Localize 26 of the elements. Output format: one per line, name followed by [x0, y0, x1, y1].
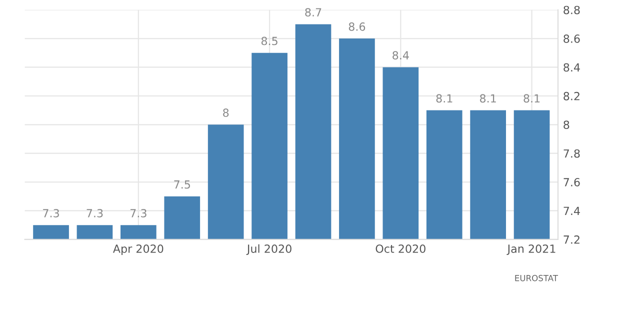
data-label: 7.5 — [174, 180, 190, 189]
x-tick-label: Jan 2021 — [506, 244, 556, 255]
data-label: 7.3 — [130, 208, 146, 218]
x-tick-label: Jul 2020 — [246, 244, 292, 255]
y-tick-label: 8.4 — [564, 63, 580, 72]
data-label: 8.1 — [524, 94, 540, 103]
y-tick-label: 7.4 — [564, 206, 580, 215]
data-label: 8.7 — [305, 8, 322, 16]
y-tick-label: 8 — [564, 120, 570, 130]
data-label: 7.3 — [43, 208, 59, 218]
data-label: 8.1 — [480, 94, 496, 103]
data-label: 8.5 — [261, 36, 278, 46]
data-label: 8.4 — [392, 51, 409, 60]
text: EUROSTAT — [515, 274, 558, 282]
y-tick-label: 7.2 — [564, 235, 580, 244]
y-tick-label: 8.2 — [564, 92, 580, 100]
y-tick-label: 8.6 — [564, 34, 580, 43]
x-tick-label: Oct 2020 — [376, 244, 426, 253]
data-label: 8 — [223, 108, 229, 117]
y-tick-label: 8.8 — [564, 6, 580, 14]
data-label: 7.3 — [86, 208, 103, 218]
y-tick-label: 7.8 — [564, 149, 580, 158]
data-label: 8.6 — [348, 22, 366, 31]
data-label: 8.1 — [436, 94, 452, 103]
x-tick-label: Apr 2020 — [113, 244, 164, 256]
y-tick-label: 7.6 — [564, 178, 580, 186]
